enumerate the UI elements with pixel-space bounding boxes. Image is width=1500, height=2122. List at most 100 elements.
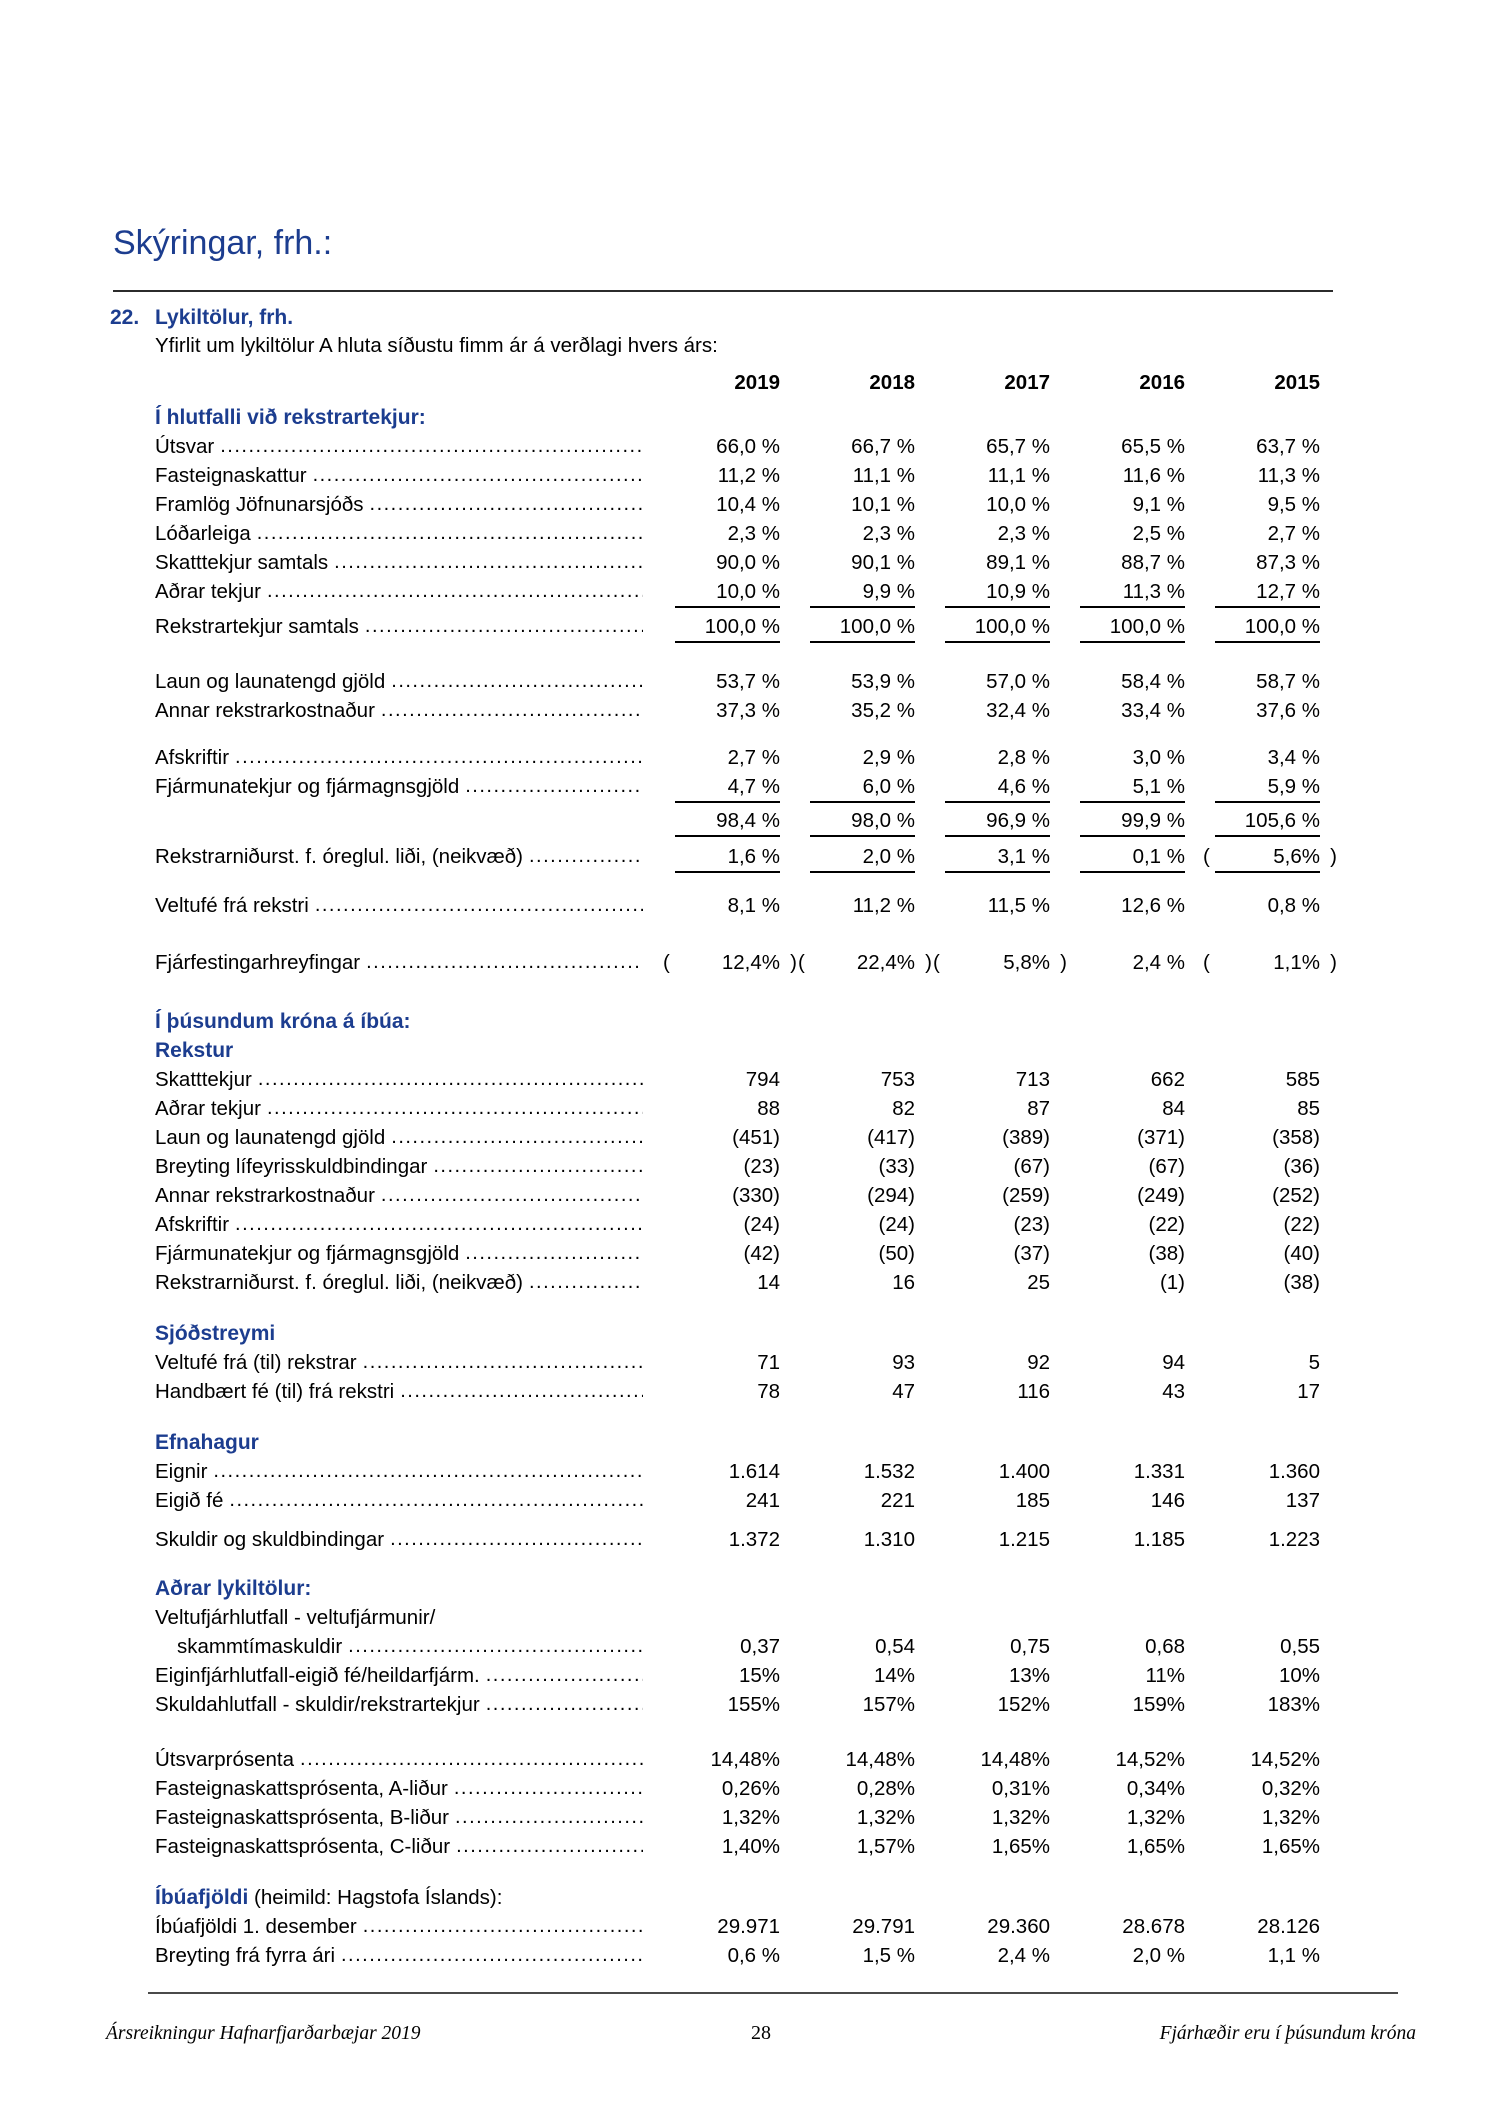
value-cell: 47: [810, 1377, 915, 1406]
value-cell: [1215, 1603, 1320, 1632]
table-row: Veltufé frá (til) rekstrar..............…: [155, 1348, 1325, 1377]
row-label-cell: Skuldahlutfall - skuldir/rekstrartekjur.…: [155, 1690, 645, 1719]
value-cell: 1.614: [675, 1457, 780, 1486]
cell-value: 185: [1015, 1489, 1050, 1512]
cell-value: (23): [1013, 1213, 1050, 1236]
cell-value: 16: [892, 1271, 915, 1294]
value-cell: 100,0 %: [675, 612, 780, 643]
value-cell: 6,0 %: [810, 772, 915, 803]
cell-value: 100,0 %: [839, 615, 915, 638]
cell-value: 29.971: [717, 1915, 780, 1938]
cell-value: 1.400: [998, 1460, 1050, 1483]
value-cell: 713: [945, 1065, 1050, 1094]
value-cell: 1,65%: [1215, 1832, 1320, 1861]
year-column-header: 2016: [1139, 371, 1185, 394]
value-cell: 1.223: [1215, 1525, 1320, 1554]
value-cell: (36): [1215, 1152, 1320, 1181]
cell-value: 159%: [1132, 1693, 1185, 1716]
table-row: Handbært fé (til) frá rekstri...........…: [155, 1377, 1325, 1406]
section-heading: Í hlutfalli við rekstrartekjur:: [155, 403, 1325, 432]
cell-value: 10%: [1278, 1664, 1320, 1687]
section-heading: Í þúsundum króna á íbúa:: [155, 1007, 1325, 1036]
footer-page-number: 28: [751, 2022, 771, 2044]
cell-value: 2,3 %: [862, 522, 915, 545]
value-cell: 4,6 %: [945, 772, 1050, 803]
value-cell: 1,32%: [1215, 1803, 1320, 1832]
value-cell: 146: [1080, 1486, 1185, 1515]
cell-value: 43: [1162, 1380, 1185, 1403]
cell-value: 14,48%: [980, 1748, 1050, 1771]
table-row: Skatttekjur.............................…: [155, 1065, 1325, 1094]
value-cell: 2,0 %: [810, 842, 915, 873]
dot-leader: ........................................…: [529, 1271, 643, 1293]
section-heading-text: Í þúsundum króna á íbúa:: [155, 1010, 411, 1033]
cell-value: 11,3 %: [1257, 464, 1320, 487]
cell-value: 35,2 %: [851, 699, 915, 722]
cell-value: 0,1 %: [1132, 845, 1185, 868]
cell-value: 14%: [873, 1664, 915, 1687]
row-label: Fjármunatekjur og fjármagnsgjöld: [155, 775, 460, 798]
cell-value: 3,1 %: [997, 845, 1050, 868]
cell-value: 1.223: [1268, 1528, 1320, 1551]
value-cell: (24): [675, 1210, 780, 1239]
value-cell: (294): [810, 1181, 915, 1210]
value-cell: 25: [945, 1268, 1050, 1297]
value-cell: (40): [1215, 1239, 1320, 1268]
row-label: Framlög Jöfnunarsjóðs: [155, 493, 364, 516]
row-label: Fasteignaskattsprósenta, C-liður: [155, 1835, 451, 1858]
cell-value: (33): [878, 1155, 915, 1178]
cell-value: 1,32%: [721, 1806, 780, 1829]
value-cell: 89,1 %: [945, 548, 1050, 577]
dot-leader: ........................................…: [314, 894, 643, 916]
value-cell: 105,6 %: [1215, 806, 1320, 837]
table-row: Fasteignaskattsprósenta, B-liður........…: [155, 1803, 1325, 1832]
cell-value: 22,4%: [856, 951, 915, 974]
cell-value: 2,8 %: [997, 746, 1050, 769]
value-cell: [810, 1603, 915, 1632]
dot-leader: ........................................…: [453, 1777, 643, 1799]
row-label-cell: Aðrar tekjur............................…: [155, 1094, 645, 1123]
value-cell: 99,9 %: [1080, 806, 1185, 837]
value-cell: 43: [1080, 1377, 1185, 1406]
dot-leader: ........................................…: [348, 1635, 643, 1657]
open-paren: (: [1203, 845, 1210, 868]
value-cell: (371): [1080, 1123, 1185, 1152]
cell-value: 9,1 %: [1132, 493, 1185, 516]
value-cell: 82: [810, 1094, 915, 1123]
row-label-cell: skammtímaskuldir........................…: [155, 1632, 645, 1661]
row-label-cell: Afskriftir..............................…: [155, 743, 645, 772]
row-label-cell: Fjármunatekjur og fjármagnsgjöld........…: [155, 1239, 645, 1268]
cell-value: 29.791: [852, 1915, 915, 1938]
value-cell: 11,2 %: [810, 891, 915, 920]
cell-value: 2,0 %: [1132, 1944, 1185, 1967]
row-label: Skuldahlutfall - skuldir/rekstrartekjur: [155, 1693, 480, 1716]
value-cell: 92: [945, 1348, 1050, 1377]
cell-value: 14: [757, 1271, 780, 1294]
cell-value: 2,9 %: [862, 746, 915, 769]
dot-leader: ........................................…: [400, 1380, 643, 1402]
value-cell: (12,4%): [663, 948, 797, 977]
row-label: Breyting lífeyrisskuldbindingar: [155, 1155, 428, 1178]
cell-value: 1,32%: [1126, 1806, 1185, 1829]
cell-value: 94: [1162, 1351, 1185, 1374]
row-label: skammtímaskuldir: [177, 1635, 343, 1658]
cell-value: 92: [1027, 1351, 1050, 1374]
dot-leader: ........................................…: [366, 951, 643, 973]
cell-value: (38): [1148, 1242, 1185, 1265]
table-row: Fasteignaskattur........................…: [155, 461, 1325, 490]
cell-value: 65,5 %: [1121, 435, 1185, 458]
value-cell: 9,5 %: [1215, 490, 1320, 519]
section-heading-text: Íbúafjöldi: [155, 1886, 249, 1909]
cell-value: 9,9 %: [862, 580, 915, 603]
value-cell: 14%: [810, 1661, 915, 1690]
cell-value: 5,8%: [1003, 951, 1050, 974]
cell-value: 1.215: [998, 1528, 1050, 1551]
table-row: Afskriftir..............................…: [155, 1210, 1325, 1239]
cell-value: 2,7 %: [727, 746, 780, 769]
cell-value: 1,1 %: [1267, 1944, 1320, 1967]
value-cell: 58,7 %: [1215, 667, 1320, 696]
row-label-cell: Annar rekstrarkostnaður.................…: [155, 696, 645, 725]
value-cell: (259): [945, 1181, 1050, 1210]
cell-value: 1.532: [863, 1460, 915, 1483]
cell-value: 0,26%: [721, 1777, 780, 1800]
